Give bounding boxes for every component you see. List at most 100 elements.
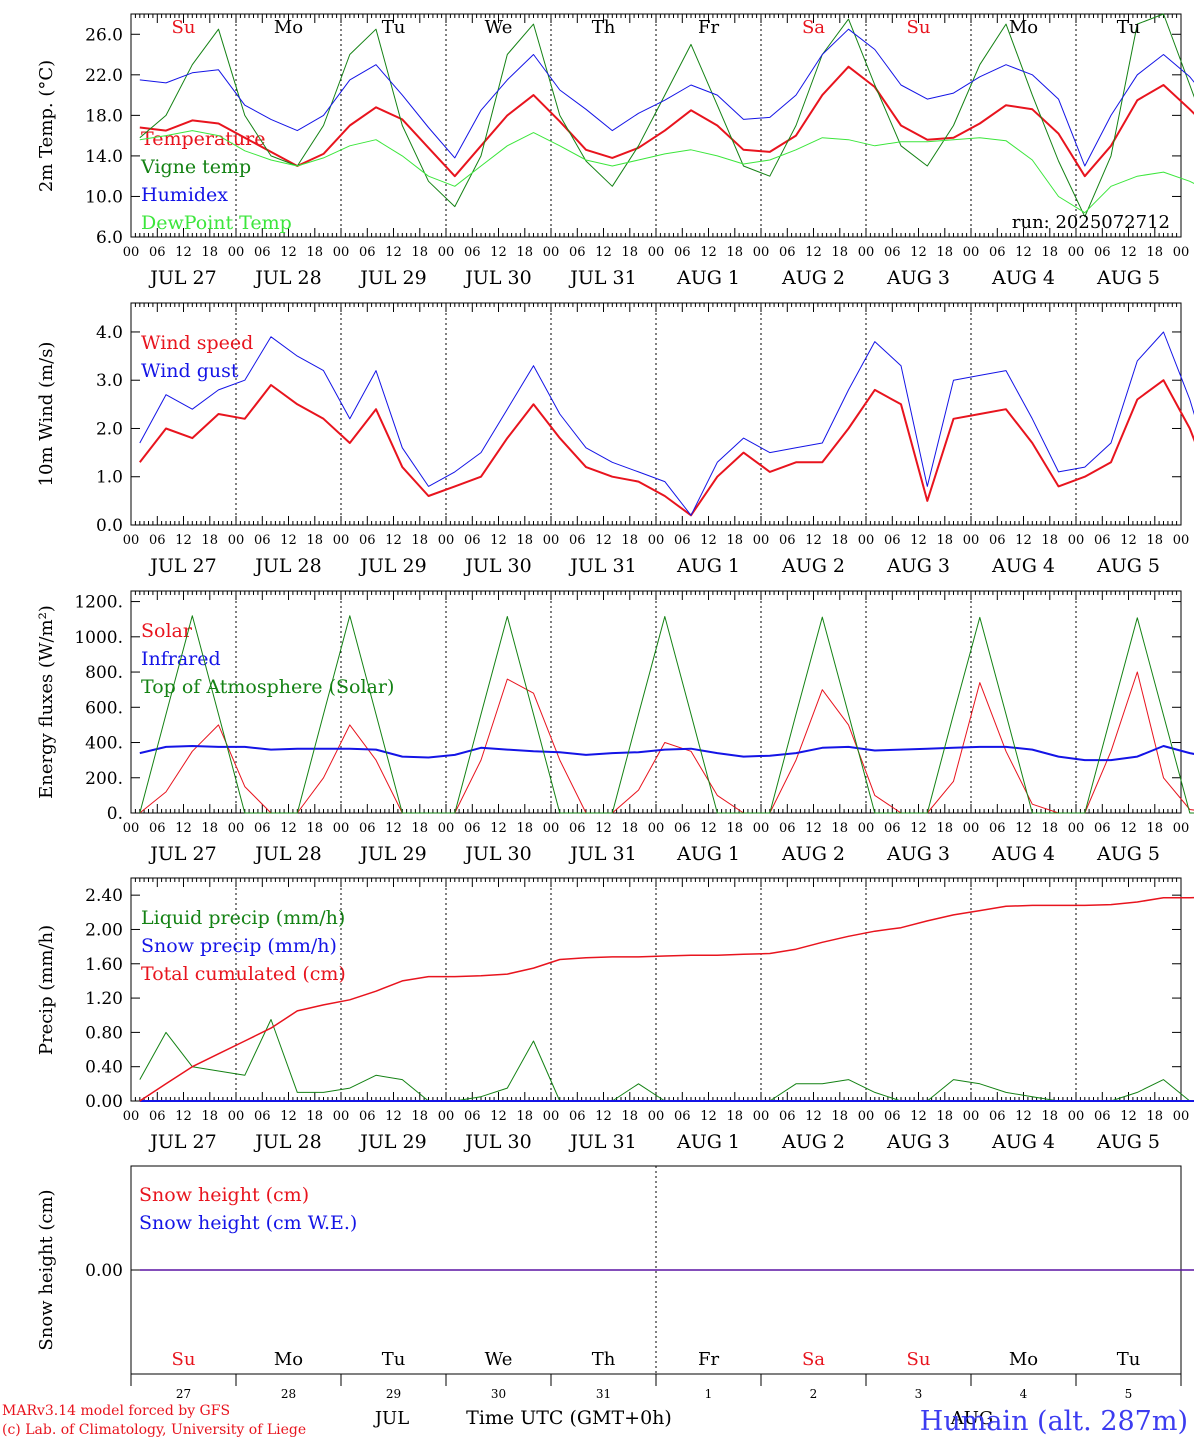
day-number: 2: [810, 1387, 818, 1401]
hour-tick-label: 00: [228, 245, 245, 260]
hour-tick-label: 00: [963, 533, 980, 548]
hour-tick-label: 00: [1173, 245, 1190, 260]
y-tick-label: 1.0: [96, 468, 123, 488]
y-tick-label: 0.00: [85, 1261, 123, 1281]
hour-tick-label: 00: [123, 821, 140, 836]
hour-tick-label: 06: [569, 245, 586, 260]
hour-tick-label: 12: [490, 821, 507, 836]
hour-tick-label: 12: [280, 245, 297, 260]
day-number: 4: [1020, 1387, 1028, 1401]
hour-tick-label: 00: [333, 245, 350, 260]
hour-tick-label: 00: [858, 533, 875, 548]
date-label: JUL 30: [463, 1131, 531, 1153]
hour-tick-label: 18: [201, 533, 218, 548]
date-label: JUL 31: [568, 555, 636, 577]
hour-tick-label: 18: [726, 1109, 743, 1124]
hour-tick-label: 12: [280, 821, 297, 836]
weekday-label-top: We: [485, 17, 513, 38]
hour-tick-label: 00: [1173, 821, 1190, 836]
hour-tick-label: 00: [543, 821, 560, 836]
hour-tick-label: 00: [1068, 533, 1085, 548]
hour-tick-label: 06: [359, 1109, 376, 1124]
weekday-label-top: Sa: [802, 17, 825, 38]
hour-tick-label: 00: [438, 533, 455, 548]
hour-tick-label: 18: [1041, 245, 1058, 260]
hour-tick-label: 06: [254, 821, 271, 836]
panel-4: 0.00 0.40 0.80 1.20 1.60 2.00 2.40 Precip (mm/h…: [36, 877, 1194, 1153]
hour-tick-label: 00: [1173, 533, 1190, 548]
hour-tick-label: 00: [1173, 1109, 1190, 1124]
hour-tick-label: 12: [700, 1109, 717, 1124]
hour-tick-label: 12: [910, 1109, 927, 1124]
date-label: JUL 27: [148, 843, 216, 865]
date-label: JUL 27: [148, 1131, 216, 1153]
day-number: 1: [705, 1387, 713, 1401]
hour-tick-label: 18: [201, 245, 218, 260]
hour-tick-label: 06: [884, 245, 901, 260]
series-line-1: [139, 379, 1194, 517]
hour-tick-label: 00: [963, 245, 980, 260]
hour-tick-label: 18: [1146, 533, 1163, 548]
hour-tick-label: 18: [411, 1109, 428, 1124]
hour-tick-label: 06: [149, 1109, 166, 1124]
hour-tick-label: 06: [989, 1109, 1006, 1124]
date-label: AUG 5: [1096, 555, 1160, 577]
y-tick-label: 0.00: [85, 1092, 123, 1112]
hour-tick-label: 12: [175, 821, 192, 836]
day-number: 28: [281, 1387, 296, 1401]
hour-tick-label: 12: [700, 533, 717, 548]
day-number: 5: [1125, 1387, 1133, 1401]
date-label: JUL 27: [148, 267, 216, 289]
legend-entry: Wind speed: [141, 332, 253, 354]
date-label: AUG 5: [1096, 843, 1160, 865]
hour-tick-label: 18: [831, 533, 848, 548]
weekday-label-bottom: Fr: [698, 1349, 719, 1370]
hour-tick-label: 18: [1146, 821, 1163, 836]
y-axis-label: Snow height (cm): [36, 1189, 57, 1350]
weekday-label-bottom: Tu: [382, 1349, 406, 1370]
y-tick-label: 400.: [85, 734, 123, 754]
hour-tick-label: 06: [1094, 245, 1111, 260]
hour-tick-label: 12: [490, 533, 507, 548]
date-label: JUL 31: [568, 267, 636, 289]
y-tick-label: 0.40: [85, 1058, 123, 1078]
hour-tick-label: 12: [280, 1109, 297, 1124]
series-line-3: [139, 615, 1194, 814]
hour-tick-label: 06: [359, 533, 376, 548]
hour-tick-label: 00: [123, 245, 140, 260]
hour-tick-label: 18: [936, 1109, 953, 1124]
y-tick-label: 4.0: [96, 323, 123, 343]
hour-tick-label: 12: [1015, 1109, 1032, 1124]
series-line-1: [139, 65, 1194, 178]
y-tick-label: 1.20: [85, 989, 123, 1009]
weekday-label-top: Su: [172, 17, 196, 38]
hour-tick-label: 18: [1146, 1109, 1163, 1124]
model-credit: MARv3.14 model forced by GFS: [2, 1403, 230, 1419]
y-tick-label: 10.0: [85, 187, 123, 207]
hour-tick-label: 12: [280, 533, 297, 548]
date-label: AUG 5: [1096, 267, 1160, 289]
legend-entry: Top of Atmosphere (Solar): [141, 676, 394, 698]
hour-tick-label: 12: [910, 821, 927, 836]
time-axis-label: Time UTC (GMT+0h): [466, 1407, 672, 1429]
date-label: AUG 3: [886, 555, 950, 577]
month-label-jul: JUL: [373, 1408, 409, 1429]
hour-tick-label: 12: [910, 245, 927, 260]
hour-tick-label: 06: [779, 1109, 796, 1124]
hour-tick-label: 18: [831, 1109, 848, 1124]
hour-tick-label: 06: [674, 533, 691, 548]
hour-tick-label: 12: [700, 821, 717, 836]
date-label: AUG 1: [676, 555, 740, 577]
weekday-label-top: Mo: [274, 17, 303, 38]
hour-tick-label: 06: [779, 821, 796, 836]
date-label: JUL 30: [463, 267, 531, 289]
date-label: JUL 28: [253, 1131, 321, 1153]
hour-tick-label: 00: [963, 821, 980, 836]
legend-entry: DewPoint Temp: [141, 212, 292, 234]
hour-tick-label: 00: [648, 1109, 665, 1124]
date-label: JUL 28: [253, 555, 321, 577]
hour-tick-label: 18: [516, 1109, 533, 1124]
hour-tick-label: 06: [569, 533, 586, 548]
y-tick-label: 14.0: [85, 147, 123, 167]
